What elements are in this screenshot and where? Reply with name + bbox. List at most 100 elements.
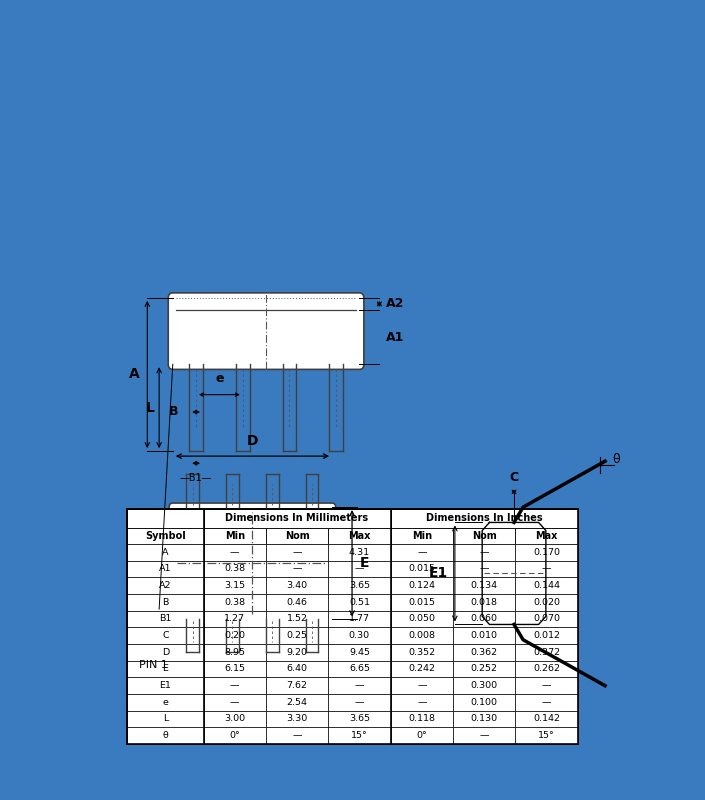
Text: E1: E1 xyxy=(159,681,171,690)
Text: 0.050: 0.050 xyxy=(408,614,435,623)
Bar xyxy=(329,561,391,577)
Text: 4.31: 4.31 xyxy=(349,548,370,557)
Bar xyxy=(515,577,577,594)
Bar xyxy=(204,527,266,544)
Text: 0.352: 0.352 xyxy=(408,648,436,657)
Bar xyxy=(515,610,577,627)
Text: 0.124: 0.124 xyxy=(408,581,435,590)
FancyBboxPatch shape xyxy=(168,293,364,370)
Bar xyxy=(128,627,204,644)
Text: 3.65: 3.65 xyxy=(349,581,370,590)
Text: 0.38: 0.38 xyxy=(224,598,245,606)
Bar xyxy=(204,644,266,661)
Text: Nom: Nom xyxy=(285,530,309,541)
Bar xyxy=(329,577,391,594)
Text: —: — xyxy=(230,681,240,690)
Text: L: L xyxy=(163,714,168,723)
Text: 0.242: 0.242 xyxy=(408,664,435,674)
Text: θ: θ xyxy=(613,453,620,466)
Bar xyxy=(266,544,329,561)
Bar xyxy=(453,694,515,710)
Bar xyxy=(128,509,577,744)
Text: 0.142: 0.142 xyxy=(533,714,560,723)
Bar xyxy=(128,527,204,544)
Text: 0.012: 0.012 xyxy=(533,631,560,640)
Bar xyxy=(266,610,329,627)
Text: —: — xyxy=(293,548,302,557)
Bar xyxy=(391,594,453,610)
Text: 0.015: 0.015 xyxy=(408,564,435,574)
Bar xyxy=(391,661,453,677)
Text: —: — xyxy=(541,681,551,690)
Bar xyxy=(453,627,515,644)
Bar xyxy=(266,694,329,710)
Text: —: — xyxy=(355,681,364,690)
Text: E1: E1 xyxy=(429,566,448,581)
Bar xyxy=(204,610,266,627)
Bar xyxy=(128,677,204,694)
Text: 9.45: 9.45 xyxy=(349,648,370,657)
Text: 3.40: 3.40 xyxy=(286,581,307,590)
Text: A: A xyxy=(162,548,168,557)
Text: —: — xyxy=(479,731,489,740)
Text: 15°: 15° xyxy=(538,731,555,740)
Text: —: — xyxy=(355,698,364,706)
Bar xyxy=(204,594,266,610)
Bar xyxy=(391,677,453,694)
Bar xyxy=(128,509,577,744)
Bar xyxy=(128,509,204,527)
Bar xyxy=(329,594,391,610)
Bar xyxy=(266,527,329,544)
Text: —: — xyxy=(541,564,551,574)
Bar xyxy=(329,677,391,694)
Text: —: — xyxy=(355,564,364,574)
Bar xyxy=(515,661,577,677)
Bar xyxy=(515,544,577,561)
Bar xyxy=(515,694,577,710)
Bar xyxy=(204,509,391,527)
Bar xyxy=(391,610,453,627)
Text: A: A xyxy=(129,367,140,382)
Text: Min: Min xyxy=(412,530,432,541)
Bar xyxy=(266,677,329,694)
Bar xyxy=(391,527,453,544)
Bar xyxy=(391,561,453,577)
Text: D: D xyxy=(247,434,258,448)
Text: 0.262: 0.262 xyxy=(533,664,560,674)
Bar xyxy=(266,627,329,644)
Bar xyxy=(128,694,204,710)
Bar xyxy=(204,710,266,727)
Bar xyxy=(391,627,453,644)
Text: 0.060: 0.060 xyxy=(471,614,498,623)
Text: 1.27: 1.27 xyxy=(224,614,245,623)
Text: Dimensions In Inches: Dimensions In Inches xyxy=(426,514,542,523)
Bar xyxy=(128,661,204,677)
Text: —: — xyxy=(479,564,489,574)
Bar xyxy=(128,594,204,610)
Bar xyxy=(391,544,453,561)
Text: —: — xyxy=(417,681,427,690)
Bar xyxy=(128,544,204,561)
Text: 1.77: 1.77 xyxy=(349,614,370,623)
Text: PIN 1: PIN 1 xyxy=(140,660,168,670)
Bar xyxy=(204,694,266,710)
Bar xyxy=(204,577,266,594)
Bar xyxy=(515,594,577,610)
Text: 0.46: 0.46 xyxy=(286,598,307,606)
Bar xyxy=(453,577,515,594)
Text: 0.008: 0.008 xyxy=(408,631,435,640)
Text: 1.52: 1.52 xyxy=(286,614,307,623)
Text: 6.15: 6.15 xyxy=(224,664,245,674)
Bar xyxy=(453,544,515,561)
Bar xyxy=(391,694,453,710)
Bar xyxy=(329,527,391,544)
Text: —: — xyxy=(479,548,489,557)
Text: 0.015: 0.015 xyxy=(408,598,435,606)
Text: 0°: 0° xyxy=(229,731,240,740)
Text: 0°: 0° xyxy=(417,731,427,740)
Bar xyxy=(204,561,266,577)
Text: 15°: 15° xyxy=(351,731,368,740)
Bar xyxy=(329,694,391,710)
Text: —: — xyxy=(230,698,240,706)
Bar xyxy=(493,555,516,596)
